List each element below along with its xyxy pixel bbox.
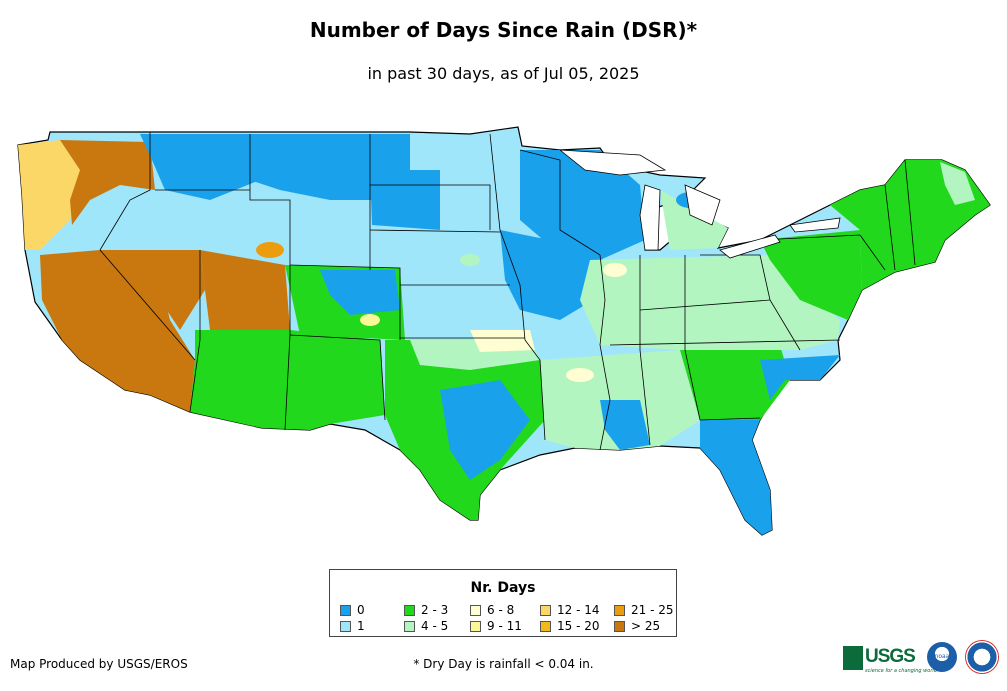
legend-item: 21 - 25 bbox=[614, 604, 674, 617]
legend-label: 15 - 20 bbox=[557, 619, 600, 633]
legend-title: Nr. Days bbox=[470, 580, 536, 596]
legend-swatch bbox=[614, 621, 625, 632]
legend-label: 12 - 14 bbox=[557, 603, 600, 617]
region-florida-blue bbox=[700, 420, 772, 535]
region-michigan-green bbox=[660, 190, 728, 250]
map-subtitle: in past 30 days, as of Jul 05, 2025 bbox=[367, 64, 640, 83]
legend-label: 4 - 5 bbox=[421, 619, 449, 633]
region-texas-blue bbox=[440, 380, 530, 480]
lake-huron bbox=[684, 184, 721, 226]
legend-box: Nr. Days 0 1 2 - 3 4 - 5 6 - 8 9 - 11 12 - 14 1… bbox=[329, 569, 677, 637]
region-ohio-valley bbox=[580, 255, 840, 350]
lake-ontario bbox=[789, 217, 841, 233]
footnote-text: * Dry Day is rainfall < 0.04 in. bbox=[413, 657, 594, 671]
legend-item: 0 bbox=[340, 604, 365, 617]
patch-missouri-yellow bbox=[603, 263, 627, 277]
usgs-wordmark: USGS bbox=[865, 646, 916, 667]
legend-label: 2 - 3 bbox=[421, 603, 449, 617]
region-pnw-inland bbox=[60, 140, 155, 225]
legend-swatch bbox=[540, 605, 551, 616]
lake-michigan bbox=[639, 184, 661, 251]
patch-idaho-orange bbox=[256, 242, 284, 258]
usgs-tagline: science for a changing world bbox=[865, 668, 937, 674]
legend-label: 6 - 8 bbox=[487, 603, 515, 617]
lake-superior bbox=[558, 149, 667, 176]
legend-swatch bbox=[404, 605, 415, 616]
noaa-logo[interactable]: noaa bbox=[927, 642, 957, 672]
legend-swatch bbox=[404, 621, 415, 632]
region-midatlantic-green bbox=[760, 230, 862, 320]
region-minnesota-blue bbox=[520, 150, 645, 260]
legend-swatch bbox=[340, 605, 351, 616]
legend-label: 9 - 11 bbox=[487, 619, 522, 633]
nws-logo[interactable] bbox=[965, 640, 999, 674]
region-nevada-dry bbox=[100, 250, 205, 330]
legend-swatch bbox=[470, 605, 481, 616]
map-title: Number of Days Since Rain (DSR)* bbox=[309, 18, 698, 42]
legend-item: 9 - 11 bbox=[470, 620, 522, 633]
region-maine-light bbox=[940, 162, 975, 205]
lake-erie bbox=[719, 234, 781, 259]
legend-item: > 25 bbox=[614, 620, 660, 633]
region-louisiana-blue bbox=[600, 400, 650, 450]
region-carolina-blue bbox=[760, 355, 840, 400]
patch-arkansas-yellow bbox=[566, 368, 594, 382]
state-boundaries bbox=[99, 132, 916, 451]
logo-group: USGS science for a changing world noaa bbox=[843, 640, 1003, 680]
legend-swatch bbox=[470, 621, 481, 632]
patch-kansas-yellow bbox=[360, 314, 380, 326]
legend-swatch bbox=[540, 621, 551, 632]
credit-text: Map Produced by USGS/EROS bbox=[10, 657, 188, 671]
patch-nebraska-green bbox=[460, 254, 480, 266]
legend-label: 21 - 25 bbox=[631, 603, 674, 617]
legend-item: 1 bbox=[340, 620, 365, 633]
legend-swatch bbox=[614, 605, 625, 616]
legend-swatch bbox=[340, 621, 351, 632]
legend-label: 1 bbox=[357, 619, 365, 633]
region-utah-dry bbox=[200, 250, 290, 330]
region-colorado-blue bbox=[320, 270, 400, 315]
legend-item: 2 - 3 bbox=[404, 604, 448, 617]
region-pnw-coast bbox=[18, 140, 80, 250]
legend-item: 4 - 5 bbox=[404, 620, 448, 633]
region-dakota-blue bbox=[370, 170, 440, 230]
legend-item: 6 - 8 bbox=[470, 604, 514, 617]
dsr-map bbox=[17, 126, 991, 536]
usgs-wave-icon bbox=[843, 646, 863, 670]
legend-label: 0 bbox=[357, 603, 365, 617]
legend-label: > 25 bbox=[631, 619, 661, 633]
region-washington-blue bbox=[140, 134, 260, 200]
legend-item: 12 - 14 bbox=[540, 604, 600, 617]
legend-item: 15 - 20 bbox=[540, 620, 600, 633]
region-central-yellow bbox=[470, 330, 535, 352]
